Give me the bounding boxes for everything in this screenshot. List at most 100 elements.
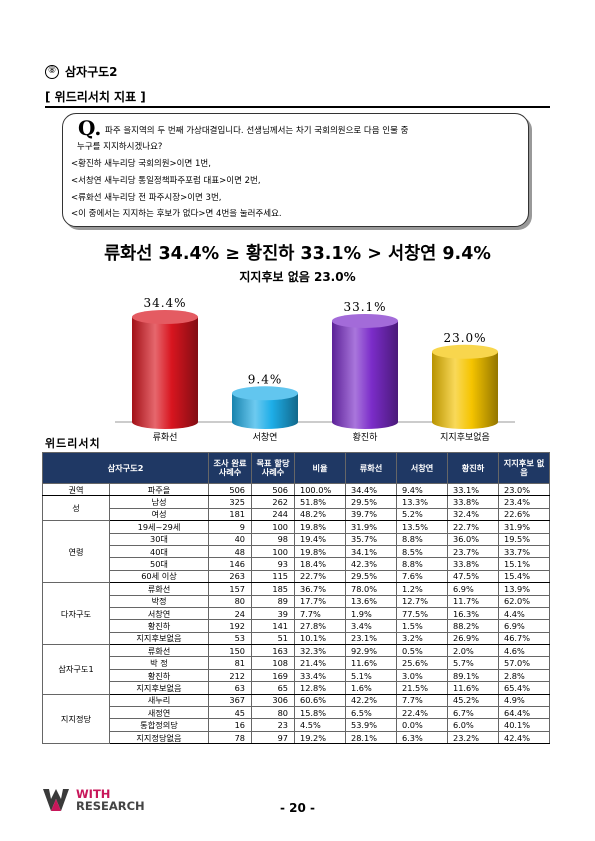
table-cell: 97: [251, 730, 295, 745]
table-cell: 181: [208, 507, 252, 522]
table-cell: 6.9%: [498, 619, 550, 633]
table-cell: 47.5%: [447, 569, 499, 584]
table-cell: 42.2%: [345, 693, 397, 708]
table-cell: 23.7%: [447, 544, 499, 559]
table-cell: 100: [251, 520, 295, 534]
table-cell: 32.4%: [447, 507, 499, 522]
table-cell: 18.4%: [294, 557, 346, 571]
table-row: 여성 181 244 48.2% 39.7% 5.2% 32.4% 22.6%: [43, 507, 550, 522]
table-cell: 46.7%: [498, 631, 550, 646]
table-cell: 22.4%: [396, 706, 448, 720]
sub-heading-text: [ 위드리서치 지표 ]: [45, 90, 146, 104]
bar-top-cap: [232, 386, 298, 401]
table-header-cell: 류화선: [345, 452, 397, 484]
table-cell: 13.5%: [396, 520, 448, 534]
table-cell: 21.5%: [396, 681, 448, 695]
table-cell: 367: [208, 693, 252, 708]
bar-황진하: [332, 320, 398, 429]
table-row: 지지후보없음 63 65 12.8% 1.6% 21.5% 11.6% 65.4%: [43, 681, 550, 695]
table-cell: 32.3%: [294, 644, 346, 658]
table-cell: 4.4%: [498, 606, 550, 621]
row-label: 남성: [109, 495, 209, 509]
table-cell: 115: [251, 569, 295, 584]
table-cell: 80: [208, 594, 252, 608]
table-cell: 100.0%: [294, 482, 346, 497]
table-cell: 77.5%: [396, 606, 448, 621]
table-cell: 506: [208, 482, 252, 497]
table-cell: 1.2%: [396, 582, 448, 596]
table-cell: 192: [208, 619, 252, 633]
bar-value-label: 9.4%: [248, 372, 283, 386]
table-cell: 263: [208, 569, 252, 584]
table-header-row: 삼자구도2 조사 완료 사례수 목표 할당 사례수 비율 류화선 서창연 황진하 지지후보 없…: [42, 452, 550, 484]
table-cell: 33.8%: [447, 557, 499, 571]
table-cell: 29.5%: [345, 569, 397, 584]
row-label: 새정연: [109, 706, 209, 720]
table-cell: 48: [208, 544, 252, 559]
table-header-cell: 지지후보 없음: [498, 452, 550, 484]
table-row: 새정연 45 80 15.8% 6.5% 22.4% 6.7% 64.4%: [43, 706, 550, 720]
chart-caption: 위드리서치: [45, 437, 101, 450]
category-label: 황진하: [353, 432, 379, 443]
row-group-label: 지지정당: [42, 693, 110, 745]
table-header-cell: 목표 할당 사례수: [251, 452, 295, 484]
table-cell: 26.9%: [447, 631, 499, 646]
logo-mark-icon: [43, 789, 69, 811]
row-label: 50대: [109, 557, 209, 571]
table-cell: 8.8%: [396, 532, 448, 546]
section-title: 삼자구도2: [65, 65, 118, 79]
heading-rule: [45, 106, 550, 108]
row-label: 지지후보없음: [109, 631, 209, 646]
row-label: 지지후보없음: [109, 681, 209, 695]
table-cell: 5.7%: [447, 656, 499, 670]
table-header-cell: 황진하: [447, 452, 499, 484]
table-row: 권역 파주을 506 506 100.0% 34.4% 9.4% 33.1% 23.0%: [42, 482, 550, 497]
category-label: 류화선: [153, 432, 178, 443]
table-cell: 13.3%: [396, 495, 448, 509]
bar-value-label: 34.4%: [143, 296, 186, 310]
table-cell: 23.2%: [447, 730, 499, 745]
table-cell: 13.9%: [498, 582, 550, 596]
table-header-cell: 비율: [294, 452, 346, 484]
bar-지지후보없음: [432, 351, 498, 429]
table-cell: 5.2%: [396, 507, 448, 522]
table-cell: 12.8%: [294, 681, 346, 695]
table-cell: 27.8%: [294, 619, 346, 633]
row-label: 박 정: [109, 656, 209, 670]
table-cell: 23.4%: [498, 495, 550, 509]
table-row: 서창연 24 39 7.7% 1.9% 77.5% 16.3% 4.4%: [43, 606, 550, 621]
table-row: 지지정당없음 78 97 19.2% 28.1% 6.3% 23.2% 42.4%: [43, 730, 550, 745]
table-cell: 19.4%: [294, 532, 346, 546]
row-group-label: 연령: [42, 520, 110, 584]
table-cell: 169: [251, 668, 295, 683]
result-subheadline: 지지후보 없음 23.0%: [239, 270, 356, 284]
table-cell: 13.6%: [345, 594, 397, 608]
result-headline: 류화선 34.4% ≥ 황진하 33.1% > 서창연 9.4%: [104, 244, 491, 264]
table-cell: 53.9%: [345, 718, 397, 732]
table-row: 40대 48 100 19.8% 34.1% 8.5% 23.7% 33.7%: [43, 544, 550, 559]
row-label: 지지정당없음: [109, 730, 209, 745]
bar-value-label: 23.0%: [443, 331, 486, 345]
table-cell: 36.7%: [294, 582, 346, 596]
question-mark-label: Q.: [78, 116, 102, 140]
table-cell: 57.0%: [498, 656, 550, 670]
table-cell: 212: [208, 668, 252, 683]
table-cell: 150: [208, 644, 252, 658]
table-cell: 0.0%: [396, 718, 448, 732]
table-cell: 23: [251, 718, 295, 732]
table-cell: 53: [208, 631, 252, 646]
table-cell: 3.0%: [396, 668, 448, 683]
table-cell: 39.7%: [345, 507, 397, 522]
question-line: <류화선 새누리당 전 파주시장>이면 3번,: [71, 193, 222, 203]
table-cell: 62.0%: [498, 594, 550, 608]
table-cell: 506: [251, 482, 295, 497]
table-cell: 17.7%: [294, 594, 346, 608]
section-heading: ⑧ 삼자구도2: [45, 63, 118, 80]
table-cell: 78: [208, 730, 252, 745]
table-cell: 1.6%: [345, 681, 397, 695]
table-cell: 92.9%: [345, 644, 397, 658]
table-row: 황진하 192 141 27.8% 3.4% 1.5% 88.2% 6.9%: [43, 619, 550, 633]
table-cell: 51.8%: [294, 495, 346, 509]
row-label: 40대: [109, 544, 209, 559]
row-label: 류화선: [109, 644, 209, 658]
